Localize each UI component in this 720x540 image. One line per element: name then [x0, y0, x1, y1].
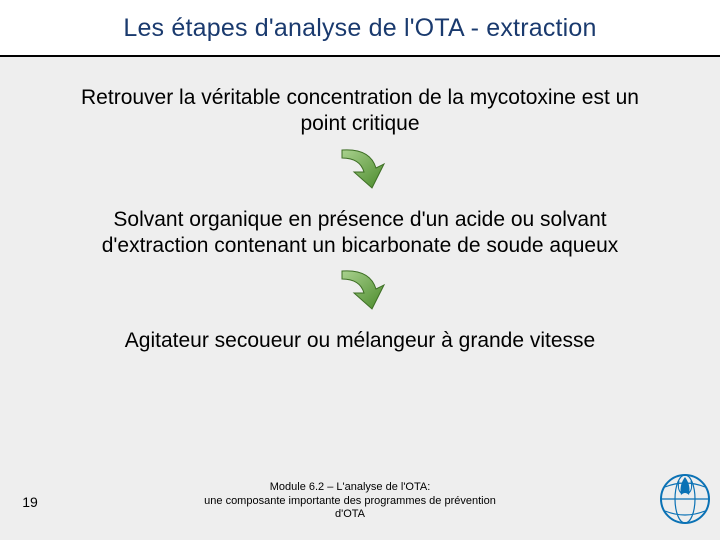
curved-arrow-icon	[330, 144, 390, 194]
content-area: Retrouver la véritable concentration de …	[0, 57, 720, 354]
fao-logo-icon	[659, 473, 711, 525]
page-number: 19	[0, 494, 60, 510]
footer-line-3: d'OTA	[335, 508, 365, 520]
text-block-2: Solvant organique en présence d'un acide…	[60, 207, 660, 260]
arrow-2	[60, 265, 660, 320]
footer-line-2: une composante importante des programmes…	[204, 495, 496, 507]
footer-caption: Module 6.2 – L'analyse de l'OTA: une com…	[60, 481, 650, 522]
arrow-1	[60, 144, 660, 199]
footer: 19 Module 6.2 – L'analyse de l'OTA: une …	[0, 473, 720, 530]
text-block-1: Retrouver la véritable concentration de …	[60, 85, 660, 138]
curved-arrow-icon	[330, 265, 390, 315]
logo-container	[650, 473, 720, 530]
text-block-3: Agitateur secoueur ou mélangeur à grande…	[60, 328, 660, 354]
footer-line-1: Module 6.2 – L'analyse de l'OTA:	[270, 481, 431, 493]
page-title: Les étapes d'analyse de l'OTA - extracti…	[8, 14, 712, 43]
title-bar: Les étapes d'analyse de l'OTA - extracti…	[0, 0, 720, 57]
